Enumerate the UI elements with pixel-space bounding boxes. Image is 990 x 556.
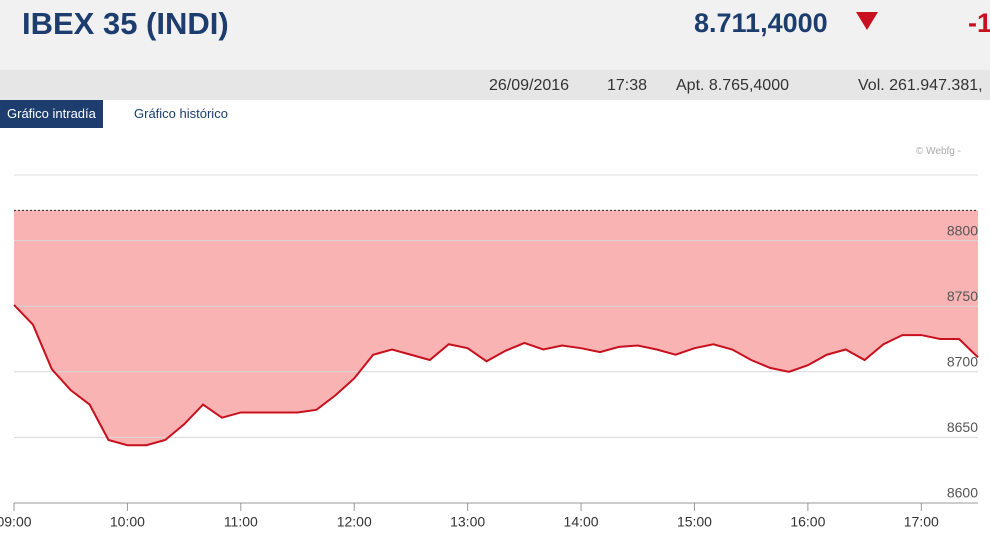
y-tick-label: 8750	[947, 288, 978, 304]
time: 17:38	[607, 77, 648, 94]
watermark: © Webfg -	[916, 146, 961, 157]
date: 26/09/2016	[489, 77, 570, 94]
y-tick-label: 8650	[947, 419, 978, 435]
tab-active[interactable]: Gráfico intradía	[0, 100, 103, 128]
volume: Vol. 261.947.381,	[858, 77, 983, 94]
x-tick-label: 16:00	[790, 514, 825, 530]
change: -1	[968, 8, 990, 38]
open: Apt. 8.765,4000	[676, 77, 789, 94]
header: IBEX 35 (INDI) 8.711,4000 -1	[0, 0, 990, 70]
x-tick-label: 15:00	[677, 514, 712, 530]
y-tick-label: 8800	[947, 222, 978, 238]
area	[14, 210, 978, 446]
x-tick-label: 12:00	[337, 514, 372, 530]
tabs: Gráfico intradía Gráfico histórico	[0, 100, 990, 128]
x-tick-label: 14:00	[564, 514, 599, 530]
x-tick-label: 11:00	[224, 514, 258, 530]
x-tick-label: 10:00	[110, 514, 145, 530]
price: 8.711,4000	[694, 8, 828, 38]
x-tick-label: 13:00	[450, 514, 485, 530]
index-title: IBEX 35 (INDI)	[22, 6, 229, 41]
x-tick-label: 09:00	[0, 514, 32, 530]
price-line	[13, 304, 979, 447]
info-bar: 26/09/2016 17:38 Apt. 8.765,4000 Vol. 26…	[0, 70, 990, 100]
x-tick-label: 17:00	[904, 514, 939, 530]
down-arrow	[856, 12, 878, 30]
y-tick-label: 8600	[947, 485, 978, 501]
tab[interactable]: Gráfico histórico	[134, 106, 228, 121]
y-tick-label: 8700	[947, 354, 978, 370]
